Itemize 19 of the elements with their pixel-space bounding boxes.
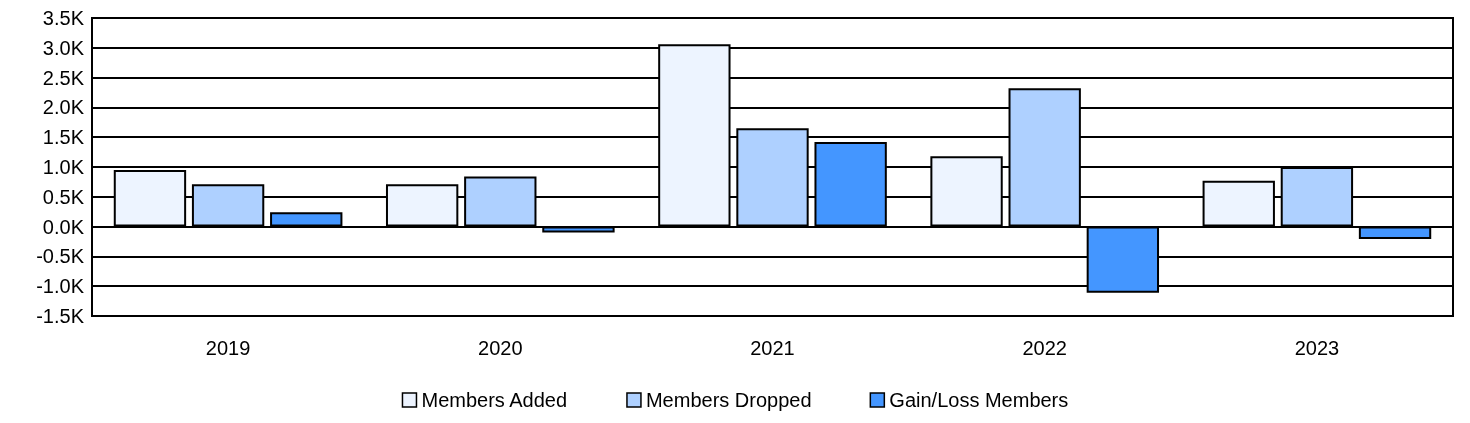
x-tick-label: 2023 xyxy=(1294,337,1340,359)
y-tick-label: 3.5K xyxy=(42,7,85,29)
legend-label: Members Added xyxy=(421,389,568,411)
y-tick-label: 1.0K xyxy=(42,156,85,178)
y-tick-label: -0.5K xyxy=(36,245,85,268)
x-tick-label: 2022 xyxy=(1022,337,1067,359)
y-tick-label: -1.0K xyxy=(36,275,85,298)
x-tick-label: 2020 xyxy=(478,337,523,359)
y-tick-label: 3.0K xyxy=(42,36,85,59)
x-tick-label: 2019 xyxy=(205,337,251,359)
y-tick-label: 0.0K xyxy=(42,215,85,238)
legend-label: Members Dropped xyxy=(645,389,812,411)
y-tick-label: 2.0K xyxy=(42,96,85,119)
y-tick-label: 0.5K xyxy=(42,185,85,208)
y-tick-label: 1.5K xyxy=(42,126,85,149)
x-tick-label: 2021 xyxy=(750,337,795,359)
y-tick-label: 2.5K xyxy=(42,66,85,89)
legend-label: Gain/Loss Members xyxy=(889,389,1069,411)
y-tick-label: -1.5K xyxy=(36,305,85,327)
